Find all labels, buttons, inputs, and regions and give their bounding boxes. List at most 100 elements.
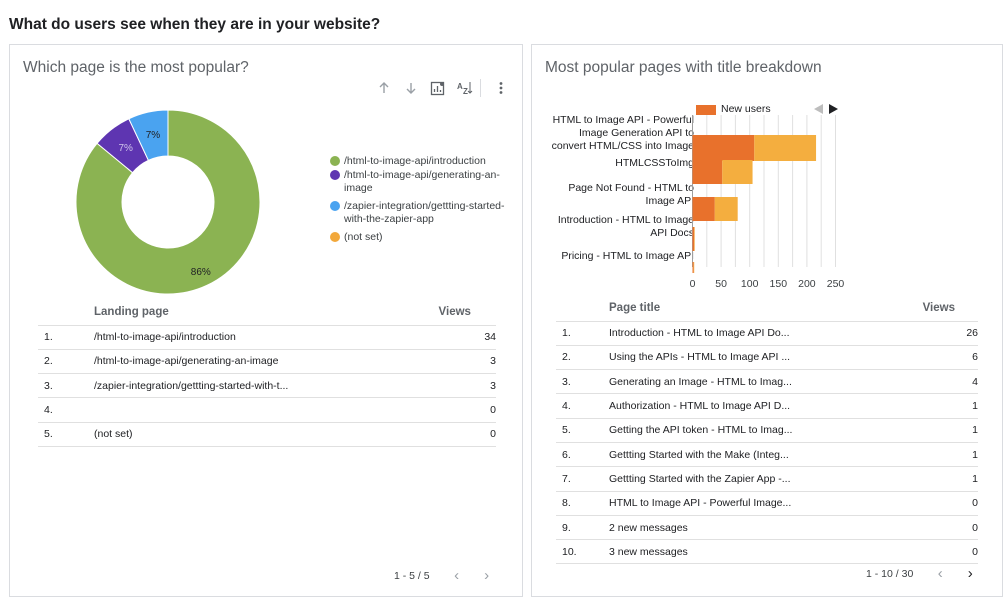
bar-segment[interactable] (694, 227, 695, 251)
views-cell: 26 (922, 320, 978, 346)
row-index: 3. (38, 373, 94, 399)
row-index: 2. (556, 345, 609, 371)
row-index: 5. (556, 418, 609, 443)
column-header-page-title[interactable]: Page title (609, 301, 661, 314)
chevron-left-icon[interactable]: ‹ (454, 567, 460, 584)
bar-segment[interactable] (692, 135, 755, 161)
bar-segment[interactable] (714, 197, 738, 221)
donut-slice[interactable] (128, 109, 169, 162)
page-title-cell: Introduction - HTML to Image API Do... (609, 320, 923, 346)
bar-segment[interactable] (692, 262, 694, 273)
views-cell: 0 (922, 491, 978, 516)
table-row[interactable]: 1. Introduction - HTML to Image API Do...… (556, 320, 978, 346)
panel-title: Most popular pages with title breakdown (545, 59, 822, 76)
column-header-landing-page[interactable]: Landing page (94, 305, 169, 318)
page-title-cell: Authorization - HTML to Image API D... (609, 393, 923, 419)
triangle-left-icon[interactable] (814, 104, 823, 114)
bar-segment[interactable] (692, 160, 723, 184)
views-cell: 34 (438, 324, 496, 350)
table-row[interactable]: 9. 2 new messages 0 (556, 515, 978, 541)
column-header-views[interactable]: Views (922, 301, 955, 314)
table-row[interactable]: 3./zapier-integration/gettting-started-w… (38, 373, 496, 399)
views-cell: 4 (922, 369, 978, 395)
table-row[interactable]: 7. Gettting Started with the Zapier App -… (556, 466, 978, 492)
table-row[interactable]: 2./html-to-image-api/generating-an-image… (38, 349, 496, 375)
chevron-left-icon[interactable]: ‹ (937, 565, 943, 582)
table-row[interactable]: 8. HTML to Image API - Powerful Image... 0 (556, 491, 978, 516)
triangle-right-icon[interactable] (829, 104, 838, 114)
legend-dot (330, 201, 340, 211)
legend-label: New users (721, 103, 771, 115)
legend-dot (330, 232, 340, 242)
legend-dot (330, 170, 340, 180)
donut-slice[interactable] (75, 109, 261, 295)
chevron-right-icon[interactable]: › (967, 565, 973, 582)
row-index: 1. (556, 320, 609, 346)
table-row[interactable]: 2. Using the APIs - HTML to Image API ...… (556, 345, 978, 371)
donut-data-label: 7% (146, 130, 161, 141)
chevron-right-icon[interactable]: › (484, 567, 490, 584)
legend-dot (330, 156, 340, 166)
panel-title: Which page is the most popular? (23, 59, 249, 76)
row-index: 2. (38, 349, 94, 375)
more-vert-icon[interactable] (487, 77, 514, 99)
title-breakdown-panel: Most popular pages with title breakdown … (531, 44, 1003, 597)
legend-label: /html-to-image-api/introduction (344, 155, 486, 167)
views-cell: 6 (922, 345, 978, 371)
views-cell: 0 (922, 515, 978, 541)
bar-segment[interactable] (692, 197, 715, 221)
table-row[interactable]: 5. (not set) 0 (38, 422, 496, 447)
row-index: 6. (556, 442, 609, 468)
donut-data-label: 86% (191, 267, 211, 278)
page-title-cell: Generating an Image - HTML to Imag... (609, 369, 923, 395)
donut-chart: 86% 7% 7% (75, 109, 261, 295)
page-title-cell: Using the APIs - HTML to Image API ... (609, 345, 923, 371)
page-title-cell: 3 new messages (609, 539, 923, 565)
row-index: 4. (38, 397, 94, 423)
views-cell: 0 (922, 539, 978, 565)
x-axis-tick-label: 250 (826, 278, 845, 290)
page-title-cell: Getting the API token - HTML to Imag... (609, 418, 923, 443)
x-axis-tick-label: 200 (798, 278, 816, 290)
landing-page-cell (94, 397, 439, 423)
arrow-up-icon[interactable] (370, 77, 397, 99)
dashboard-heading: What do users see when they are in your … (9, 16, 381, 33)
bar-category-label: Page Not Found - HTML to Image API (568, 182, 694, 207)
bar-category-label: HTMLCSSToImg (615, 157, 694, 169)
row-index: 7. (556, 466, 609, 492)
bar-segment[interactable] (722, 160, 753, 184)
row-index: 1. (38, 324, 94, 350)
row-index: 5. (38, 422, 94, 447)
views-cell: 3 (438, 349, 496, 375)
landing-page-cell: /html-to-image-api/generating-an-image (94, 349, 439, 375)
bar-segment[interactable] (754, 135, 817, 161)
x-axis-tick-label: 0 (689, 278, 696, 290)
legend-label: /zapier-integration/gettting-started-wit… (344, 200, 505, 225)
table-row[interactable]: 3. Generating an Image - HTML to Imag... 4 (556, 369, 978, 395)
table-row[interactable]: 10. 3 new messages 0 (556, 539, 978, 565)
table-row[interactable]: 4. 0 (38, 397, 496, 423)
table-row[interactable]: 1./html-to-image-api/introduction 34 (38, 324, 496, 350)
legend-swatch (696, 105, 716, 115)
pagination-range: 1 - 10 / 30 (866, 567, 914, 580)
arrow-down-icon[interactable] (397, 77, 424, 99)
table-row[interactable]: 5. Getting the API token - HTML to Imag..… (556, 418, 978, 443)
legend-label: /html-to-image-api/generating-an-image (344, 169, 500, 194)
landing-page-cell: /zapier-integration/gettting-started-wit… (94, 373, 439, 399)
bar-segment[interactable] (693, 262, 695, 273)
table-row[interactable]: 6. Gettting Started with the Make (Integ.… (556, 442, 978, 468)
table-row[interactable]: 4. Authorization - HTML to Image API D...… (556, 393, 978, 419)
chart-drill-icon[interactable] (424, 77, 451, 99)
x-axis-tick-label: 100 (740, 278, 759, 290)
column-header-views[interactable]: Views (438, 305, 471, 318)
bar-segment[interactable] (692, 227, 695, 251)
pagination: 1 - 10 / 30 ‹ › (866, 565, 985, 582)
landing-page-cell: (not set) (94, 422, 439, 447)
bar-category-label: Introduction - HTML to Image API Docs (557, 214, 694, 239)
donut-data-label: 7% (118, 143, 133, 154)
views-cell: 1 (922, 393, 978, 419)
views-cell: 0 (438, 422, 496, 447)
